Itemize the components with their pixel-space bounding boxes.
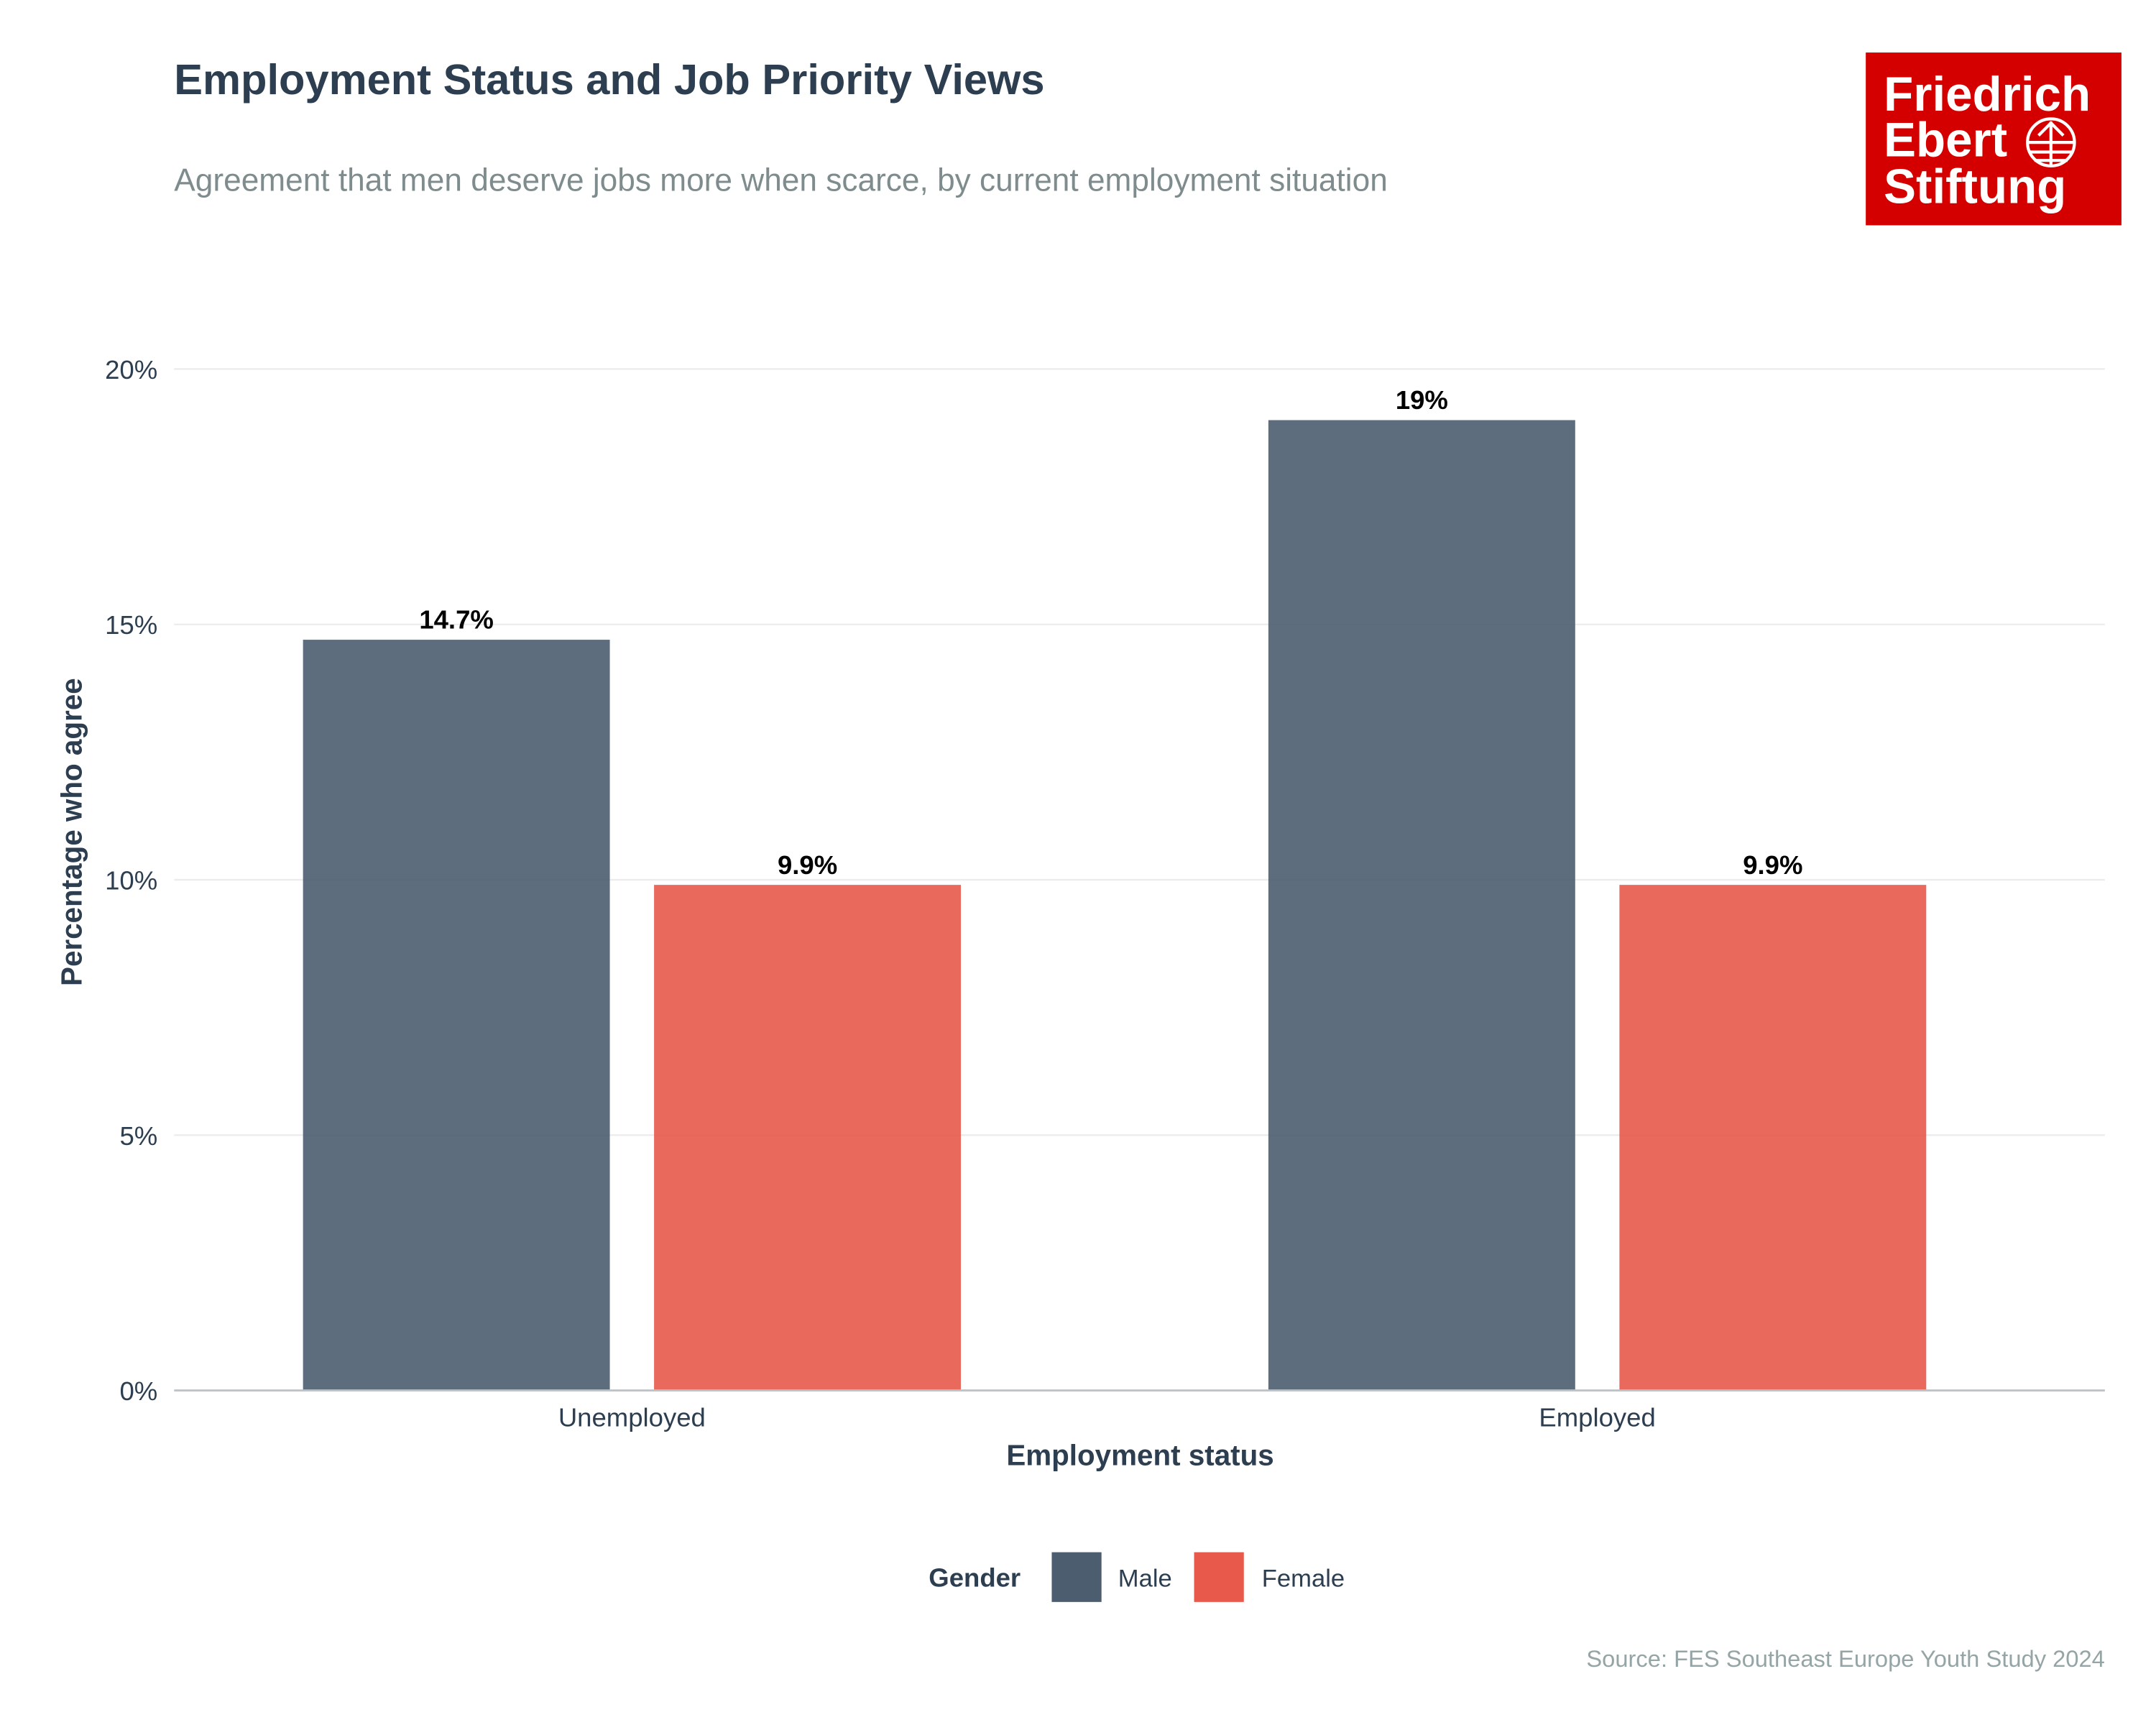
legend-swatch-female <box>1194 1552 1244 1602</box>
bar-male-unemployed <box>303 640 610 1391</box>
source-note: Source: FES Southeast Europe Youth Study… <box>1586 1645 2104 1672</box>
x-axis-label: Employment status <box>1006 1438 1273 1471</box>
legend-label-male: Male <box>1118 1565 1172 1593</box>
chart-title: Employment Status and Job Priority Views <box>174 55 1044 104</box>
bars: 14.7% 9.9% 19% 9.9% <box>303 385 1927 1391</box>
y-tick-label: 15% <box>105 610 157 640</box>
chart-subtitle: Agreement that men deserve jobs more whe… <box>174 162 1388 198</box>
bar-female-employed <box>1619 885 1927 1391</box>
legend: Gender Male Female <box>929 1552 1345 1602</box>
data-label: 9.9% <box>1743 850 1802 880</box>
legend-swatch-male <box>1051 1552 1102 1602</box>
y-tick-label: 5% <box>119 1121 157 1151</box>
svg-text:Friedrich: Friedrich <box>1884 68 2091 121</box>
y-tick-label: 10% <box>105 866 157 896</box>
svg-text:Ebert: Ebert <box>1884 113 2007 167</box>
x-axis: Unemployed Employed <box>558 1403 1656 1432</box>
bar-male-employed <box>1268 420 1575 1391</box>
y-axis-label: Percentage who agree <box>55 678 88 986</box>
y-tick-label: 20% <box>105 355 157 385</box>
data-label: 14.7% <box>419 605 494 635</box>
y-axis: 0% 5% 10% 15% 20% <box>105 355 157 1406</box>
x-tick-label: Unemployed <box>558 1403 706 1432</box>
legend-label-female: Female <box>1262 1565 1345 1593</box>
fes-logo: Friedrich Ebert Stiftung <box>1866 52 2122 226</box>
data-label: 19% <box>1396 385 1448 415</box>
legend-title: Gender <box>929 1563 1021 1593</box>
x-tick-label: Employed <box>1539 1403 1655 1432</box>
data-label: 9.9% <box>778 850 837 880</box>
svg-text:Stiftung: Stiftung <box>1884 160 2066 214</box>
bar-female-unemployed <box>654 885 962 1391</box>
y-tick-label: 0% <box>119 1376 157 1406</box>
